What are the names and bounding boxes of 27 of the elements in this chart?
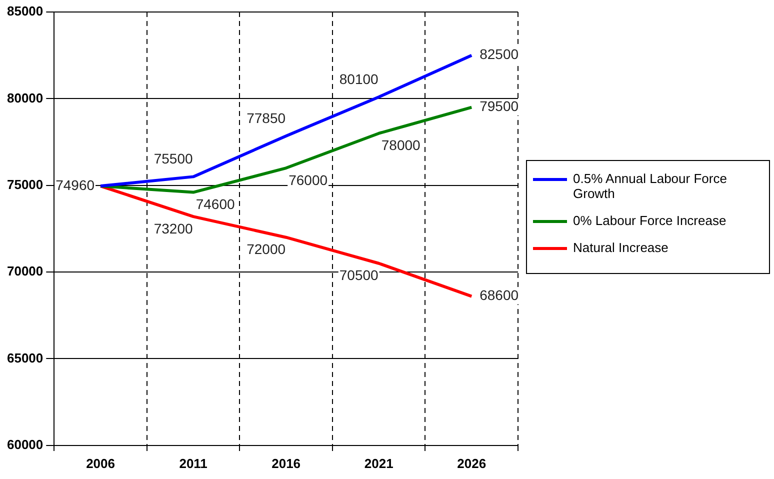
data-label: 79500 bbox=[480, 98, 519, 114]
data-label: 78000 bbox=[381, 137, 421, 154]
y-tick-label: 70000 bbox=[6, 264, 44, 279]
legend-label: Natural Increase bbox=[573, 240, 668, 255]
data-label: 82500 bbox=[480, 46, 519, 62]
legend-label: 0% Labour Force Increase bbox=[573, 213, 726, 228]
data-label: 74960 bbox=[56, 176, 95, 193]
x-tick-label: 2006 bbox=[86, 456, 115, 471]
data-label: 75500 bbox=[154, 150, 193, 167]
y-tick-label: 60000 bbox=[6, 436, 44, 452]
data-label: 68600 bbox=[480, 287, 519, 304]
x-tick-label: 2021 bbox=[364, 456, 394, 471]
data-label: 80100 bbox=[339, 70, 379, 87]
data-label: 74600 bbox=[196, 196, 235, 212]
y-tick-label: 80000 bbox=[6, 90, 44, 106]
x-tick-label: 2026 bbox=[457, 456, 486, 471]
x-tick-label: 2011 bbox=[179, 456, 208, 471]
data-label: 70500 bbox=[339, 267, 379, 284]
data-label: 72000 bbox=[246, 241, 286, 258]
data-label: 76000 bbox=[288, 172, 328, 188]
y-tick-label: 65000 bbox=[6, 350, 44, 366]
legend-label: 0.5% Annual Labour Force Growth bbox=[573, 171, 728, 201]
x-tick-label: 2016 bbox=[272, 456, 301, 471]
y-tick-label: 75000 bbox=[6, 176, 44, 192]
data-label: 77850 bbox=[246, 110, 286, 126]
y-tick-label: 85000 bbox=[6, 4, 44, 19]
data-label: 73200 bbox=[154, 220, 193, 236]
